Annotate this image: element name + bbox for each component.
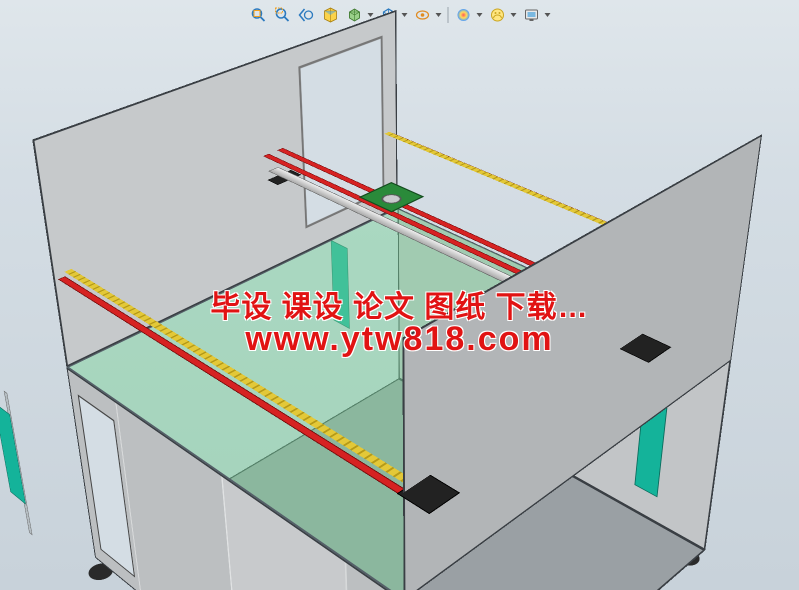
gantry-upright [0,402,26,504]
separator [447,7,448,23]
apply-scene-icon[interactable] [488,6,506,24]
prev-view-icon[interactable] [297,6,315,24]
heads-up-toolbar [245,4,554,26]
edit-appearance-icon[interactable] [454,6,472,24]
view-settings-icon[interactable] [522,6,540,24]
dropdown-icon[interactable] [435,12,441,18]
dropdown-icon[interactable] [510,12,516,18]
dropdown-icon[interactable] [544,12,550,18]
hide-show-icon[interactable] [413,6,431,24]
viewport[interactable]: 毕设 课设 论文 图纸 下载… www.ytw818.com [0,0,799,590]
dropdown-icon[interactable] [476,12,482,18]
zoom-fit-icon[interactable] [249,6,267,24]
zoom-area-icon[interactable] [273,6,291,24]
dropdown-icon[interactable] [367,12,373,18]
model-view[interactable] [50,40,750,580]
section-view-icon[interactable] [321,6,339,24]
dropdown-icon[interactable] [401,12,407,18]
view-orient-icon[interactable] [345,6,363,24]
